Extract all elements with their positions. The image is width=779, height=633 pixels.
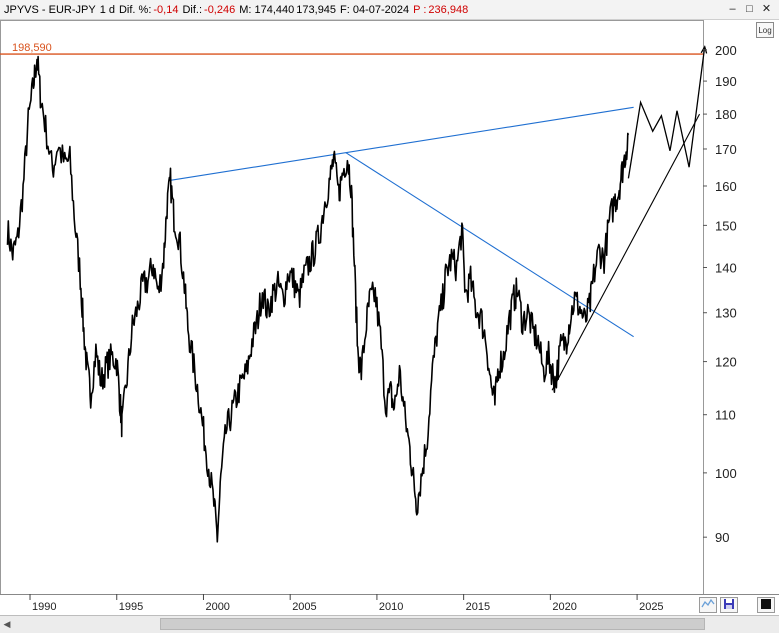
f-label: F: 04-07-2024 xyxy=(340,3,410,16)
dif-pct-label: Dif. %: xyxy=(118,3,152,16)
projection-path xyxy=(627,46,706,179)
trendline-0 xyxy=(170,106,634,181)
dif-pct-value: -0,14 xyxy=(153,3,179,16)
y-tick-label: 120 xyxy=(715,355,737,370)
x-tick-label: 2005 xyxy=(292,601,316,613)
chart-style-icon[interactable] xyxy=(699,597,717,613)
x-tick-label: 2020 xyxy=(552,601,576,613)
y-tick-label: 140 xyxy=(715,260,737,275)
window-controls: – □ ✕ xyxy=(724,2,775,17)
y-tick-label: 190 xyxy=(715,74,737,89)
p-value: 236,948 xyxy=(428,3,469,16)
y-tick-label: 160 xyxy=(715,179,737,194)
dif-label: Dif.: xyxy=(182,3,203,16)
restore-icon[interactable]: □ xyxy=(746,3,753,15)
x-tick-label: 1990 xyxy=(32,601,56,613)
y-tick-label: 130 xyxy=(715,306,737,321)
resistance-label: 198,590 xyxy=(12,42,52,54)
x-tick-label: 2015 xyxy=(466,601,490,613)
y-tick-label: 100 xyxy=(715,466,737,481)
log-scale-button[interactable]: Log xyxy=(756,22,774,38)
y-tick-label: 200 xyxy=(715,43,737,58)
y-tick-label: 150 xyxy=(715,218,737,233)
horizontal-scrollbar[interactable]: ◀ xyxy=(0,615,779,633)
trendline-2 xyxy=(551,113,701,391)
plot-frame xyxy=(0,20,704,595)
y-tick-label: 180 xyxy=(715,107,737,122)
x-tick-label: 2025 xyxy=(639,601,663,613)
y-tick-label: 90 xyxy=(715,530,729,545)
symbol-label: JPYVS - EUR-JPY xyxy=(4,3,96,16)
m2-value: 173,945 xyxy=(296,3,337,16)
scrollbar-thumb[interactable] xyxy=(160,618,705,630)
price-series-line xyxy=(6,55,630,543)
title-bar: JPYVS - EUR-JPY 1 d Dif. %: -0,14 Dif.: … xyxy=(0,0,779,20)
minimize-icon[interactable]: – xyxy=(729,3,736,15)
dif-value: -0,246 xyxy=(204,3,236,16)
y-tick-label: 110 xyxy=(715,408,736,423)
chart-area[interactable]: 198,590 90 100 110 120 130 140 150 160 170 180 190… xyxy=(0,20,779,615)
p-label: P : xyxy=(413,3,427,16)
x-tick-label: 2000 xyxy=(205,601,229,613)
projection-arrowhead xyxy=(700,45,708,54)
trendline-1 xyxy=(345,152,634,338)
fullscreen-icon[interactable] xyxy=(757,597,775,613)
scroll-left-icon[interactable]: ◀ xyxy=(3,619,11,629)
x-tick-label: 1995 xyxy=(119,601,143,613)
y-tick-label: 170 xyxy=(715,142,737,157)
close-icon[interactable]: ✕ xyxy=(761,3,772,15)
m-label: M: 174,440 xyxy=(239,3,295,16)
save-icon[interactable] xyxy=(720,597,738,613)
x-tick-label: 2010 xyxy=(379,601,403,613)
period-label: 1 d xyxy=(99,3,115,16)
